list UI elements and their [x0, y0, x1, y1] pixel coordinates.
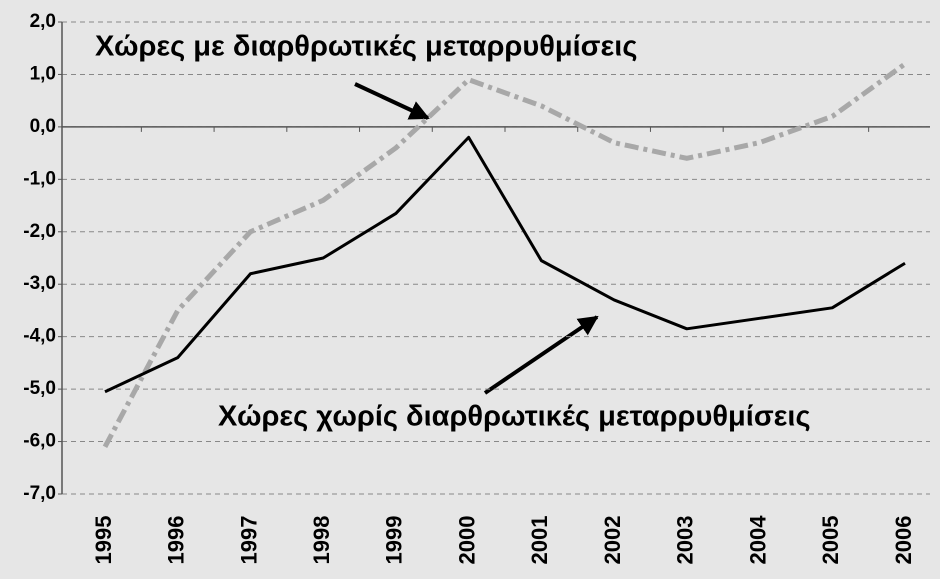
annotation: Χώρες χωρίς διαρθρωτικές μεταρρυθμίσεις	[218, 401, 811, 433]
series-line	[102, 61, 907, 448]
series-line	[104, 135, 906, 394]
y-tick-label: -5,0	[23, 378, 56, 399]
x-tick-label: 1995	[91, 516, 116, 565]
y-tick-label: -4,0	[23, 326, 56, 347]
y-tick-label: -2,0	[23, 221, 56, 242]
arrow	[483, 315, 599, 395]
y-tick-label: 1,0	[30, 63, 56, 84]
x-tick-label: 1999	[382, 516, 407, 565]
y-tick-label: -7,0	[23, 483, 56, 504]
x-tick-label: 2006	[891, 516, 916, 565]
y-tick-label: -6,0	[23, 431, 56, 452]
y-tick-label: -3,0	[23, 273, 56, 294]
x-tick-label: 2004	[745, 515, 770, 565]
y-tick-label: -1,0	[23, 168, 56, 189]
x-tick-label: 1996	[164, 516, 189, 565]
x-tick-label: 2001	[527, 516, 552, 565]
x-tick-label: 2002	[600, 516, 625, 565]
x-tick-label: 1998	[309, 516, 334, 565]
x-tick-label: 1997	[236, 516, 261, 565]
y-tick-label: 0,0	[30, 116, 56, 137]
x-tick-label: 2000	[454, 516, 479, 565]
y-tick-label: 2,0	[30, 11, 56, 32]
arrow	[354, 82, 430, 120]
x-tick-label: 2003	[673, 516, 698, 565]
x-tick-label: 2005	[818, 516, 843, 565]
annotation: Χώρες με διαρθρωτικές μεταρρυθμίσεις	[95, 31, 637, 63]
